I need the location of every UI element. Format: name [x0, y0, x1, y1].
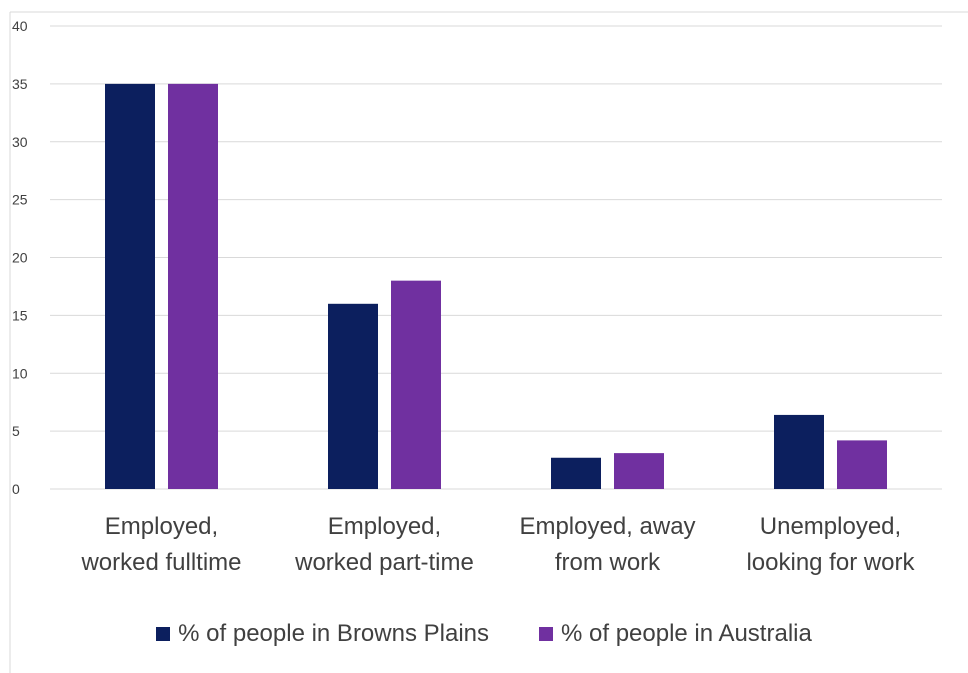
bar	[774, 414, 824, 489]
x-tick-label: Employed,	[105, 513, 218, 540]
y-tick-label: 25	[12, 192, 28, 208]
x-tick-label: Employed,	[328, 513, 441, 540]
x-tick-label: Employed, away	[519, 513, 695, 540]
x-tick-label: Unemployed,	[760, 513, 901, 540]
bar	[551, 457, 601, 489]
y-tick-label: 30	[12, 134, 28, 150]
y-tick-label: 0	[12, 481, 20, 497]
y-tick-label: 15	[12, 307, 28, 323]
legend-swatch-australia	[539, 627, 553, 641]
x-tick-label: from work	[555, 549, 661, 576]
bar	[105, 83, 155, 489]
bar	[614, 453, 664, 489]
bar	[391, 280, 441, 489]
y-tick-label: 10	[12, 365, 28, 381]
legend-swatch-browns-plains	[156, 627, 171, 641]
legend-item-australia: % of people in Australia	[539, 620, 812, 648]
y-tick-label: 5	[12, 423, 20, 439]
y-tick-label: 40	[12, 18, 28, 34]
y-tick-label: 20	[12, 250, 28, 266]
legend-label-browns-plains: % of people in Browns Plains	[178, 620, 489, 647]
x-tick-label: worked fulltime	[80, 549, 241, 576]
bar	[168, 83, 218, 489]
x-tick-label: worked part-time	[294, 549, 474, 576]
legend-label-australia: % of people in Australia	[561, 620, 812, 647]
x-tick-label: looking for work	[746, 549, 915, 576]
bar	[837, 440, 887, 489]
legend: % of people in Browns Plains % of people…	[0, 620, 968, 648]
bar	[328, 303, 378, 489]
y-tick-label: 35	[12, 76, 28, 92]
legend-item-browns-plains: % of people in Browns Plains	[156, 620, 489, 648]
